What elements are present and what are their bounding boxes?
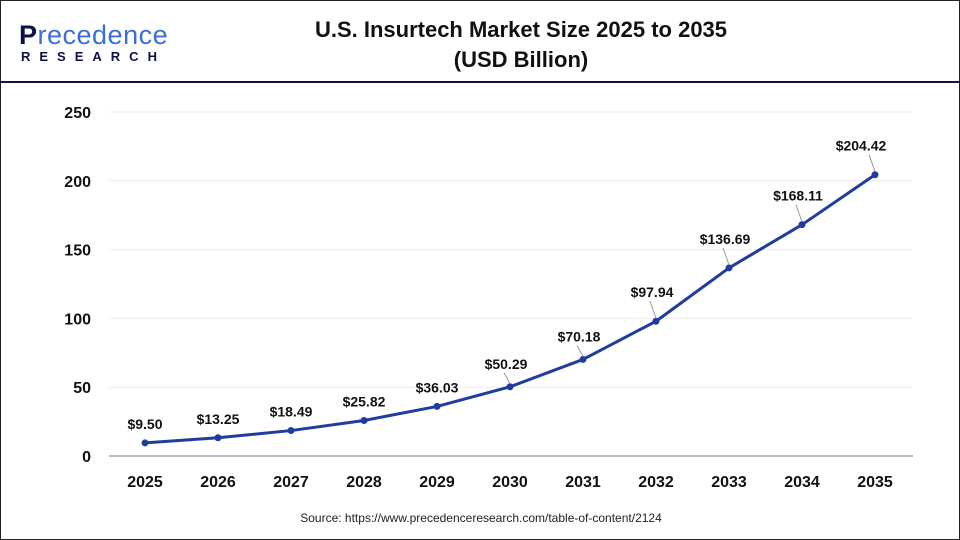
x-tick-label: 2026 [200,474,236,491]
data-point [214,434,222,442]
label-leader [649,301,657,319]
label-leader [868,154,876,172]
data-label: $50.29 [485,356,528,372]
label-leader [795,204,803,222]
data-point [798,221,806,229]
x-tick-label: 2030 [492,474,528,491]
y-tick-label: 0 [82,449,91,466]
chart-title: U.S. Insurtech Market Size 2025 to 2035 [314,17,728,42]
x-tick-label: 2028 [346,474,382,491]
data-point [141,439,149,447]
data-label: $204.42 [836,138,887,154]
y-tick-label: 50 [73,380,91,397]
y-tick-label: 150 [64,243,91,260]
x-tick-label: 2031 [565,474,601,491]
y-tick-label: 250 [64,105,91,122]
data-point [652,317,660,325]
data-label: $136.69 [700,231,751,247]
label-leader [576,345,584,357]
data-label: $25.82 [343,393,386,409]
data-point [287,427,295,435]
label-leader [503,372,511,385]
chart-subtitle: (USD Billion) [453,47,589,72]
data-point [360,416,368,424]
y-tick-label: 100 [64,311,91,328]
x-tick-label: 2025 [127,474,163,491]
source-note: Source: https://www.precedenceresearch.c… [300,511,662,525]
precedence-research-logo: Precedence RESEARCH [19,20,169,64]
data-point [871,171,879,179]
x-tick-label: 2032 [638,474,674,491]
data-point [725,264,733,272]
data-label: $168.11 [773,188,823,204]
data-label: $36.03 [416,379,459,395]
data-label: $97.94 [631,284,674,300]
data-label: $9.50 [127,416,162,432]
data-label: $18.49 [270,404,313,420]
x-tick-label: 2029 [419,474,455,491]
data-point [579,355,587,363]
data-point [506,383,514,391]
y-tick-label: 200 [64,174,91,191]
x-tick-label: 2034 [784,474,820,491]
data-point [433,402,441,410]
series-line [144,173,876,445]
x-tick-label: 2033 [711,474,747,491]
x-tick-label: 2027 [273,474,309,491]
data-label: $13.25 [197,411,240,427]
x-tick-label: 2035 [857,474,893,491]
data-label: $70.18 [558,328,601,344]
label-leader [722,247,730,266]
header: Precedence RESEARCH U.S. Insurtech Marke… [1,1,959,83]
